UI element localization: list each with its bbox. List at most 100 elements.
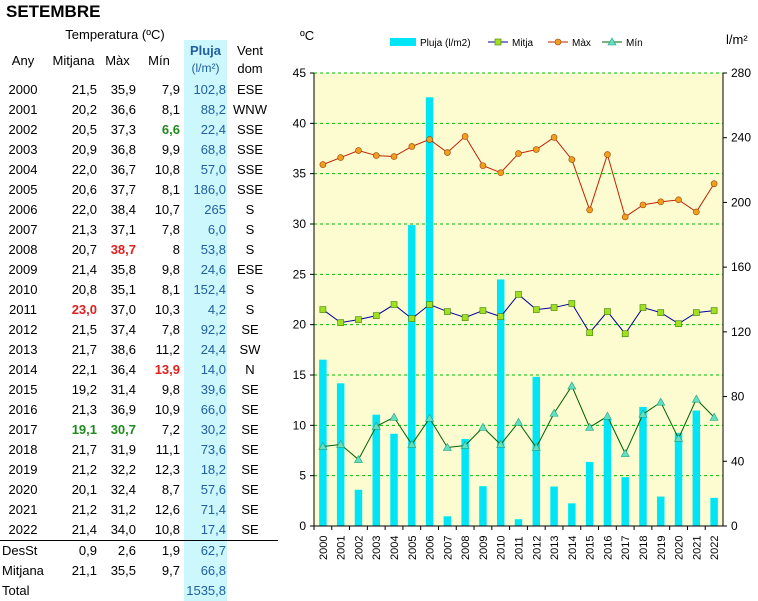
- table-cell-wind: ESE: [236, 82, 263, 97]
- table-cell-max: 37,1: [110, 222, 136, 237]
- rain-bar: [585, 461, 594, 526]
- x-tick-label: 2021: [691, 536, 703, 560]
- point-mx: [355, 147, 362, 154]
- x-tick-label: 2013: [549, 536, 561, 560]
- point-mn: [513, 417, 524, 426]
- point-mx: [337, 154, 344, 161]
- table-cell-min: 9,9: [161, 142, 180, 157]
- table-cell-year: 2007: [8, 222, 38, 237]
- legend-marker: [494, 38, 502, 46]
- y-left-tick-label: 30: [293, 217, 307, 231]
- table-cell-wind: SE: [241, 322, 259, 337]
- table-cell-mean: 20,6: [71, 182, 97, 197]
- y-left-tick-label: 0: [299, 519, 306, 533]
- rain-bar: [336, 383, 345, 526]
- point-mitja: [408, 315, 416, 322]
- header-mean: Mitjana: [52, 53, 95, 68]
- table-cell-mean: 21,2: [71, 502, 97, 517]
- table-cell-year: 2017: [8, 422, 38, 437]
- table-cell-wind: S: [245, 302, 255, 317]
- summary-cell-rain: 66,8: [200, 563, 226, 578]
- header-wind: Vent: [236, 43, 264, 58]
- point-mitja: [390, 301, 398, 308]
- point-mitja: [461, 314, 469, 321]
- x-tick-label: 2005: [407, 536, 419, 560]
- y-right-tick-label: 280: [731, 66, 751, 80]
- table-cell-rain: 14,0: [200, 362, 226, 377]
- point-mx: [604, 151, 611, 158]
- table-cell-rain: 17,4: [200, 522, 226, 537]
- table-cell-mean: 20,8: [71, 282, 97, 297]
- table-cell-mean: 20,2: [71, 102, 97, 117]
- rain-bar: [639, 406, 647, 526]
- y-left-tick-label: 45: [293, 66, 307, 80]
- point-mn: [442, 442, 452, 451]
- table-cell-wind: SW: [239, 342, 261, 357]
- point-mitja: [621, 330, 629, 338]
- table-cell-max: 35,1: [110, 282, 136, 297]
- legend-marker: [607, 37, 617, 46]
- rain-bar: [390, 433, 398, 526]
- table-cell-wind: SSE: [236, 142, 263, 157]
- point-mitja: [532, 306, 540, 313]
- point-mn: [691, 394, 701, 403]
- x-tick-label: 2007: [442, 536, 454, 560]
- point-mx: [497, 169, 505, 176]
- summary-cell-rain: 1535,8: [186, 583, 226, 598]
- header-wind-dom: dom: [237, 61, 263, 76]
- table-cell-rain: 73,6: [200, 442, 226, 457]
- table-cell-wind: SE: [241, 382, 259, 397]
- table-cell-max: 38,7: [110, 242, 136, 257]
- y-left-tick-label: 25: [293, 267, 307, 281]
- y-left-axis-label: ºC: [300, 28, 314, 43]
- table-cell-mean: 20,9: [71, 142, 97, 157]
- rain-bar: [496, 279, 505, 526]
- y-left-tick-label: 20: [293, 318, 307, 332]
- point-mn: [531, 442, 541, 451]
- table-cell-mean: 21,2: [71, 462, 97, 477]
- y-left-tick-label: 40: [293, 116, 307, 130]
- table-cell-max: 37,0: [110, 302, 136, 317]
- table-cell-mean: 21,4: [71, 522, 97, 537]
- rain-bar: [710, 497, 718, 526]
- x-tick-label: 2020: [674, 536, 686, 560]
- summary-cell-mean: 21,1: [71, 563, 97, 578]
- header-year: Any: [11, 53, 35, 68]
- table-cell-year: 2006: [8, 202, 38, 217]
- summary-cell-max: [99, 581, 136, 601]
- table-cell-max: 36,6: [110, 102, 136, 117]
- table-cell-min: 8,1: [161, 102, 180, 117]
- table-cell-rain: 57,0: [200, 162, 226, 177]
- point-mn: [460, 440, 470, 449]
- point-mx: [586, 206, 593, 214]
- point-mitja: [568, 300, 576, 307]
- point-mx: [444, 149, 451, 156]
- table-cell-year: 2016: [8, 402, 38, 417]
- point-mx: [372, 152, 380, 159]
- summary-cell-rain: 62,7: [200, 543, 226, 558]
- table-cell-year: 2022: [8, 522, 38, 537]
- table-cell-mean: 20,7: [71, 242, 97, 257]
- point-mx: [408, 143, 416, 150]
- header-rain: Pluja: [189, 43, 222, 58]
- point-mx: [479, 162, 487, 169]
- table-cell-year: 2001: [8, 102, 38, 117]
- x-tick-label: 2004: [389, 536, 401, 560]
- table-cell-min: 12,6: [154, 502, 180, 517]
- point-mn: [425, 413, 435, 422]
- rain-bar: [354, 489, 363, 526]
- rain-bar: [372, 414, 380, 526]
- table-cell-wind: SE: [241, 442, 259, 457]
- table-cell-wind: S: [245, 222, 255, 237]
- table-cell-max: 36,7: [110, 162, 136, 177]
- table-cell-rain: 102,8: [193, 82, 226, 97]
- table-cell-wind: SE: [241, 402, 259, 417]
- table-cell-min: 12,3: [154, 462, 180, 477]
- table-cell-wind: S: [245, 202, 255, 217]
- point-mitja: [604, 308, 611, 315]
- point-mx: [657, 198, 665, 206]
- table-cell-min: 11,2: [155, 342, 180, 357]
- header-max: Màx: [105, 53, 130, 68]
- table-cell-rain: 152,4: [193, 282, 226, 297]
- summary-cell-max: 2,6: [117, 543, 136, 558]
